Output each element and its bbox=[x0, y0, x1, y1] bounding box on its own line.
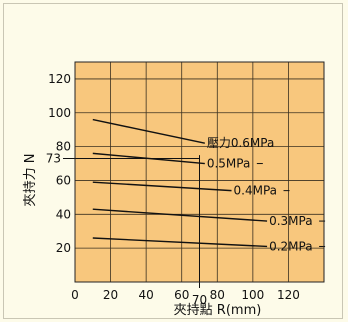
x-tick-label: 40 bbox=[139, 288, 154, 302]
series-line bbox=[92, 118, 205, 144]
series-label: 0.2MPa bbox=[269, 239, 313, 253]
series-line bbox=[92, 208, 268, 222]
reference-label-y: 73 bbox=[46, 151, 61, 165]
grid bbox=[75, 62, 324, 282]
series-label: 0.4MPa bbox=[234, 184, 278, 198]
reference-lines: 73 70 bbox=[46, 151, 207, 307]
y-tick-label: 100 bbox=[48, 106, 71, 120]
chart: 73 70 壓力0.6MPa 0.5MPa 0.4MPa 0.3MPa 0.2MPa 0 2… bbox=[23, 61, 326, 318]
x-axis-title: 夾持點 R(mm) bbox=[174, 303, 262, 318]
series-label: 壓力0.6MPa bbox=[207, 136, 274, 150]
chart-frame: 73 70 壓力0.6MPa 0.5MPa 0.4MPa 0.3MPa 0.2MPa 0 2… bbox=[3, 3, 343, 319]
x-tick-label: 80 bbox=[210, 288, 225, 302]
plot-border bbox=[74, 61, 325, 283]
series-line bbox=[92, 237, 268, 248]
series-lines: 壓力0.6MPa 0.5MPa 0.4MPa 0.3MPa 0.2MPa bbox=[92, 118, 326, 253]
y-tick-label: 20 bbox=[56, 241, 71, 255]
y-tick-label: 40 bbox=[56, 207, 71, 221]
y-tick-label: 80 bbox=[56, 140, 71, 154]
x-tick-label: 20 bbox=[103, 288, 118, 302]
y-tick-label: 60 bbox=[56, 173, 71, 187]
series-line bbox=[92, 181, 232, 192]
series-label: 0.5MPa bbox=[207, 157, 251, 171]
series-label: 0.3MPa bbox=[269, 214, 313, 228]
tick-labels: 0 20 40 60 80 100 120 20 40 60 80 100 120 bbox=[48, 72, 300, 302]
x-tick-label: 60 bbox=[174, 288, 189, 302]
x-tick-label: 0 bbox=[71, 288, 79, 302]
series-line bbox=[92, 152, 205, 165]
x-tick-label: 120 bbox=[277, 288, 300, 302]
reference-label-x: 70 bbox=[192, 293, 207, 307]
y-tick-label: 120 bbox=[48, 72, 71, 86]
x-tick-label: 100 bbox=[241, 288, 264, 302]
y-axis-title: 夾持力 N bbox=[23, 154, 38, 207]
